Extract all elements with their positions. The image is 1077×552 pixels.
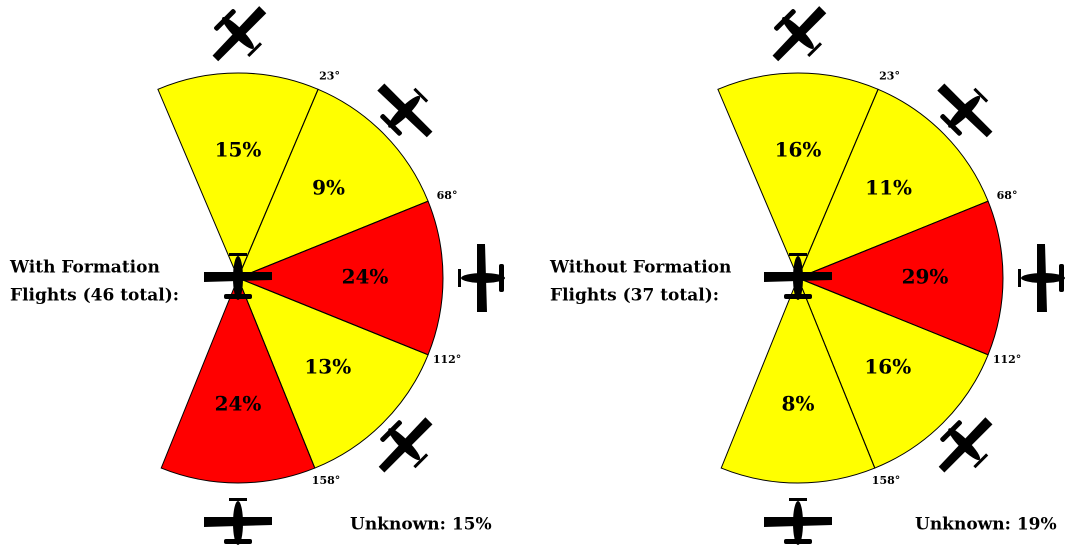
tick-line [237,200,429,279]
value-label: 11% [865,175,912,199]
value-label: 16% [864,354,911,378]
plane-icon [1018,244,1065,312]
sector [797,277,989,469]
plane-icon [758,0,840,75]
tick-label: 158° [872,474,900,487]
annotation: Unknown: 19% [915,515,1057,535]
value-label: 9% [312,175,345,199]
tick-line [237,277,429,356]
tick-label: 68° [437,189,458,202]
chart-title: Flights (37 total): [550,286,719,306]
chart-title: With Formation [9,258,160,278]
sector [717,72,879,280]
value-label: 29% [902,265,949,289]
tick-label: 158° [312,474,340,487]
tick-line [237,89,319,279]
tick-line [237,277,316,469]
value-label: 24% [215,392,262,416]
annotation: Unknown: 15% [350,515,492,535]
tick-label: 112° [433,353,461,366]
plane-icon [204,498,272,545]
plane-icon [458,244,505,312]
tick-label: 23° [879,69,900,82]
tick-line [797,277,876,469]
sector [797,88,989,279]
tick-line [797,89,879,279]
tick-label: 23° [319,69,340,82]
value-label: 8% [782,392,815,416]
tick-label: 112° [993,353,1021,366]
tick-line [797,200,989,279]
tick-line [797,277,989,356]
value-label: 13% [304,354,351,378]
chart-title: Flights (46 total): [10,286,179,306]
sector [236,200,444,356]
value-label: 24% [342,265,389,289]
value-label: 15% [215,138,262,162]
tick-label: 68° [997,189,1018,202]
sector [160,276,316,484]
sector [796,200,1004,356]
sector [720,276,876,484]
chart-title: Without Formation [549,258,731,278]
value-label: 16% [775,138,822,162]
plane-icon [198,0,280,75]
sector [237,88,429,279]
sector [157,72,319,280]
plane-icon [764,498,832,545]
sector [237,277,429,469]
